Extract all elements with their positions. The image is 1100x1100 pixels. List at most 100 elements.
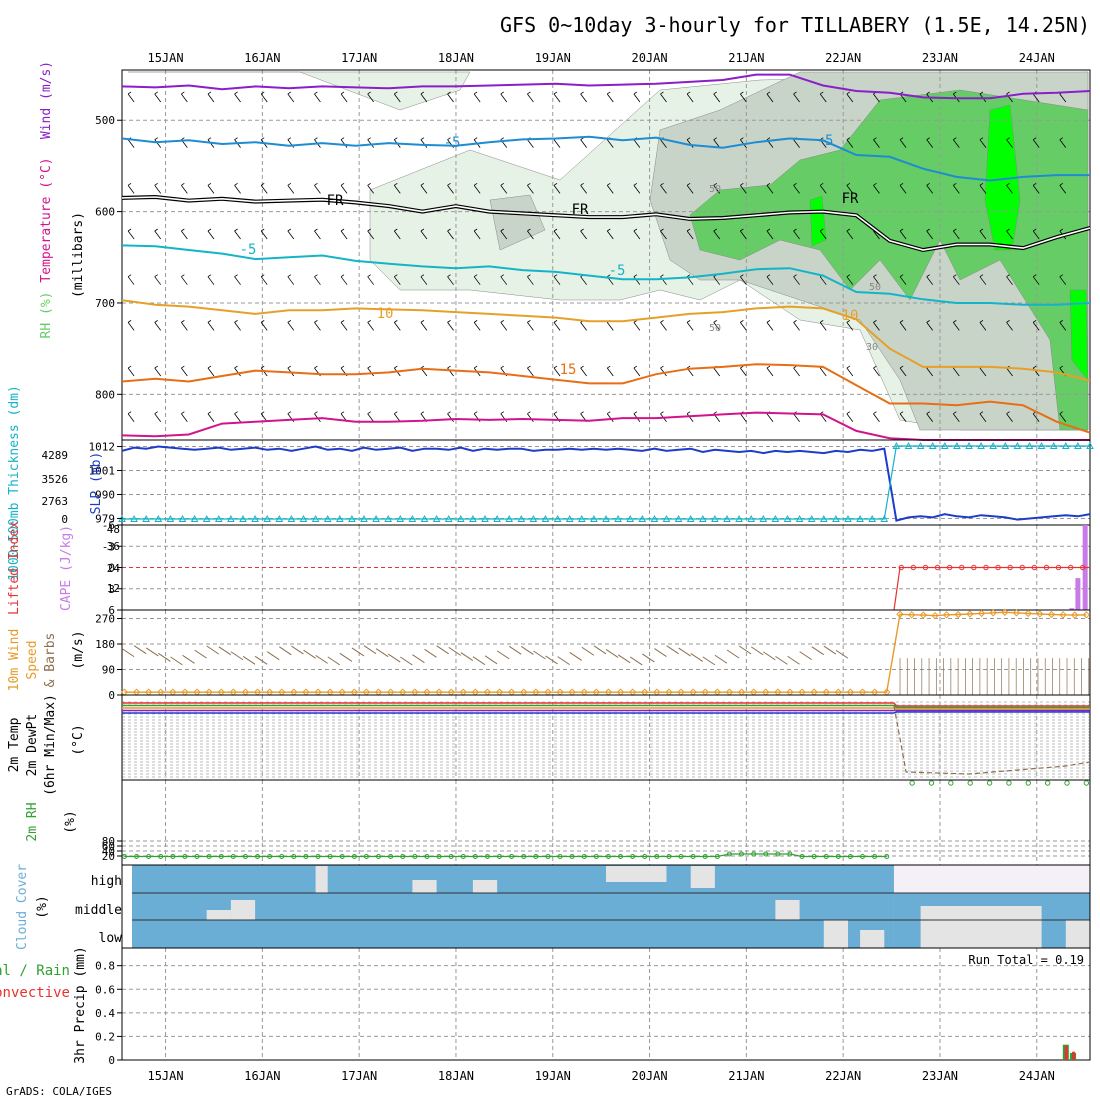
wind-speed-point [520, 688, 528, 696]
wind-barb [553, 185, 561, 194]
wind-speed-point [374, 688, 383, 696]
thickness-tick-label: 3526 [42, 473, 69, 486]
rh-shade-region [984, 104, 1021, 251]
wind-speed-point [592, 688, 601, 696]
wind-barb [740, 230, 747, 240]
wind-barb-flag [793, 183, 797, 186]
upper-air-ylabel: RH (%) Temperature (°C) Wind (m/s) (milliba… [39, 61, 86, 339]
rh2m-point [315, 854, 321, 859]
y-tick-label: 0 [108, 689, 115, 702]
wind-barb [527, 276, 534, 285]
wind-barb-flag [580, 183, 584, 186]
thickness-point [1025, 441, 1034, 449]
wind-barb [605, 649, 619, 658]
wind-barb [527, 139, 534, 148]
rh2m-point [928, 780, 935, 786]
thickness-point [977, 441, 985, 449]
thickness-point [166, 514, 175, 522]
cape-tick-label: 24 [107, 562, 121, 575]
thickness-point [662, 514, 671, 522]
rh2m-point [182, 854, 188, 859]
wind-barb [580, 139, 587, 148]
wind-barb-flag [234, 365, 238, 369]
wind-barb [158, 652, 171, 662]
slp-thickness-panel: 1012 1001 990 979 4289 3526 2763 0 SLP (mb) 1000~… [7, 385, 1094, 581]
wind-barb-flag [899, 274, 904, 278]
wind-barb [581, 646, 595, 656]
contour-label: 10 [377, 306, 394, 322]
rh2m-point [363, 854, 369, 859]
wind-barb-flag [899, 365, 904, 369]
wind-barb [154, 185, 162, 194]
wind-barb-flag [154, 228, 158, 232]
dewpt2m-axis-label: 2m DewPt [25, 714, 40, 777]
wind-barb [629, 656, 643, 666]
rh2m-point [472, 854, 478, 859]
wind-speed-point [774, 688, 782, 696]
thickness-point [311, 514, 320, 522]
wind-barb [287, 276, 295, 285]
wind-speed-point [169, 688, 177, 696]
wind-barb [1032, 322, 1040, 331]
wind-barb [500, 276, 508, 285]
contour-label: -5 [444, 135, 461, 151]
wind-barb-flag [260, 365, 265, 369]
wind-barb [340, 322, 348, 331]
contour-label: FR [842, 191, 859, 207]
wind-barb [766, 322, 774, 331]
rh2m-point [726, 851, 732, 857]
cloud-gap [230, 900, 256, 920]
wind-barb-flag [447, 137, 451, 140]
rh2m-point [739, 851, 745, 857]
wind-speed-point [822, 688, 830, 696]
wind-barb-flag [607, 274, 611, 278]
pressure-ticks: 500 600 700 800 [95, 114, 122, 401]
wind-barb-flag [473, 228, 478, 232]
wind-barb-flag [527, 411, 531, 415]
wind-barb [713, 139, 721, 148]
wind-barb [899, 413, 907, 422]
wind-barb-flag [1006, 137, 1010, 140]
wind-barb [154, 367, 162, 377]
wind-barb [690, 652, 704, 662]
cloud-gap [206, 910, 231, 920]
wind-barb-flag [287, 320, 292, 323]
wind-barb [154, 322, 162, 331]
wind-barb [1006, 367, 1013, 377]
bottom-day-label: 19JAN [535, 1069, 571, 1083]
temp-series-line [122, 707, 1090, 710]
wind-barb-flag [819, 183, 824, 186]
wind-barb [979, 185, 987, 194]
wind-barb-flag [260, 137, 265, 140]
wind-barb [654, 648, 667, 657]
wind-barb [527, 413, 534, 422]
wind-barb-flag [340, 137, 345, 140]
wind-barb [740, 93, 747, 103]
bottom-day-label: 20JAN [631, 1069, 667, 1083]
wind-barb [234, 276, 241, 285]
wind-barb-flag [127, 183, 132, 186]
wind-barb [686, 93, 694, 103]
rh2m-point [146, 854, 152, 859]
wind-barb-flag [553, 228, 558, 232]
wind-barb [740, 322, 747, 331]
wind-barb [740, 413, 747, 422]
wind-barb-flag [979, 411, 984, 415]
rh2m-point [291, 854, 297, 859]
wind-speed-point [290, 688, 298, 696]
bottom-day-label: 22JAN [825, 1069, 861, 1083]
upper-air-wind-barbs [127, 91, 1067, 422]
rh2m-point [218, 854, 224, 859]
wind-barb-flag [873, 274, 877, 278]
wind-barb [260, 322, 268, 331]
cloud-gap [412, 880, 437, 893]
bottom-day-label: 23JAN [922, 1069, 958, 1083]
wind-barb [181, 413, 188, 422]
wind-barb-flag [766, 320, 771, 323]
wind-barb [400, 656, 413, 666]
wind-barb [926, 322, 934, 331]
wind-barb [447, 230, 454, 240]
wind-barb-flag [314, 137, 318, 140]
rh2m-point [678, 854, 684, 859]
